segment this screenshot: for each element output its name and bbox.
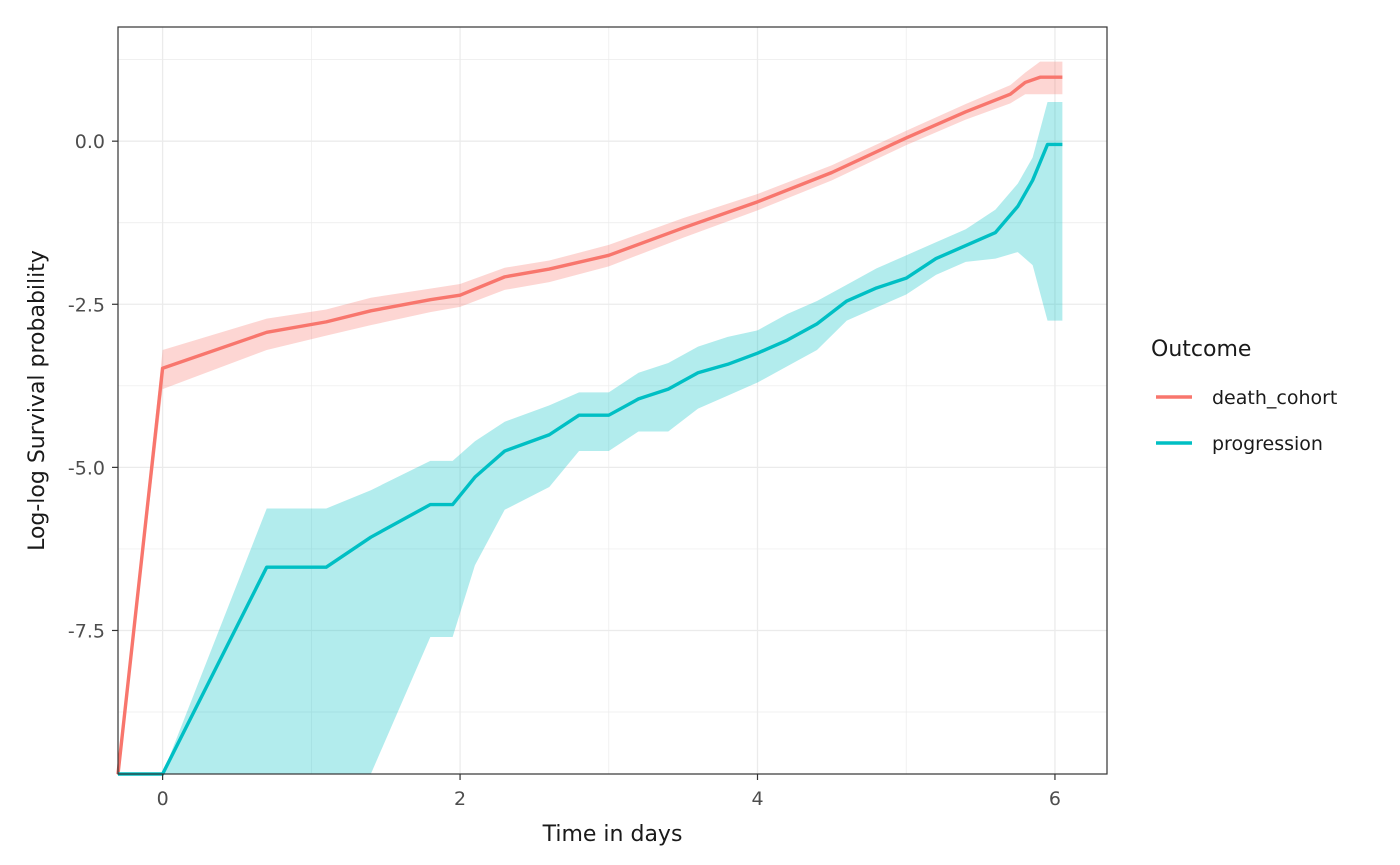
x-axis-title: Time in days xyxy=(542,822,683,847)
y-axis-ticks: 0.0 -2.5 -5.0 -7.5 xyxy=(68,131,118,642)
x-tick-label: 0 xyxy=(157,788,169,810)
legend: Outcome death_cohort progression xyxy=(1151,337,1337,455)
series-lines xyxy=(116,75,1063,776)
y-tick-label: 0.0 xyxy=(75,131,105,153)
series-line-death-cohort xyxy=(116,75,1063,775)
series-line-progression xyxy=(118,142,1063,776)
y-tick-label: -7.5 xyxy=(68,620,105,642)
y-tick-label: -5.0 xyxy=(68,457,105,479)
y-axis-title: Log-log Survival probability xyxy=(25,250,50,551)
legend-title: Outcome xyxy=(1151,337,1251,362)
legend-label-death-cohort: death_cohort xyxy=(1212,387,1337,409)
confidence-band-progression xyxy=(118,102,1063,775)
legend-label-progression: progression xyxy=(1212,433,1323,455)
confidence-bands xyxy=(118,61,1063,775)
y-tick-label: -2.5 xyxy=(68,294,105,316)
x-tick-label: 2 xyxy=(454,788,466,810)
x-tick-label: 6 xyxy=(1049,788,1061,810)
x-tick-label: 4 xyxy=(751,788,763,810)
panel-border xyxy=(117,26,1108,775)
x-axis-ticks: 0 2 4 6 xyxy=(157,774,1061,810)
grid xyxy=(118,27,1107,774)
